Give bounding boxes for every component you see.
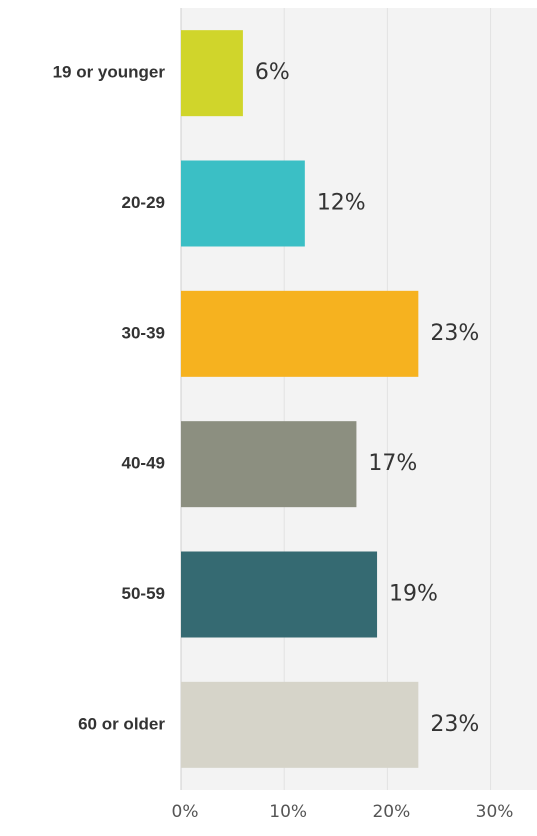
x-tick-label: 30% (476, 802, 514, 822)
data-label: 23% (430, 712, 479, 737)
bar (181, 290, 419, 377)
plot-background (181, 8, 537, 790)
bar (181, 30, 243, 117)
x-tick-label: 0% (172, 802, 199, 822)
y-tick-label: 40-49 (122, 454, 165, 473)
bar (181, 421, 357, 508)
y-tick-label: 50-59 (122, 584, 165, 603)
data-label: 19% (389, 582, 438, 607)
y-tick-label: 30-39 (122, 323, 165, 342)
x-tick-label: 20% (372, 802, 410, 822)
y-tick-label: 60 or older (78, 714, 165, 733)
bar (181, 681, 419, 768)
bar (181, 160, 305, 247)
data-label: 12% (317, 191, 366, 216)
data-label: 6% (255, 60, 290, 85)
data-label: 23% (430, 321, 479, 346)
y-tick-label: 20-29 (122, 193, 165, 212)
data-label: 17% (368, 451, 417, 476)
bar (181, 551, 378, 638)
x-tick-label: 10% (269, 802, 307, 822)
y-tick-label: 19 or younger (53, 63, 166, 82)
